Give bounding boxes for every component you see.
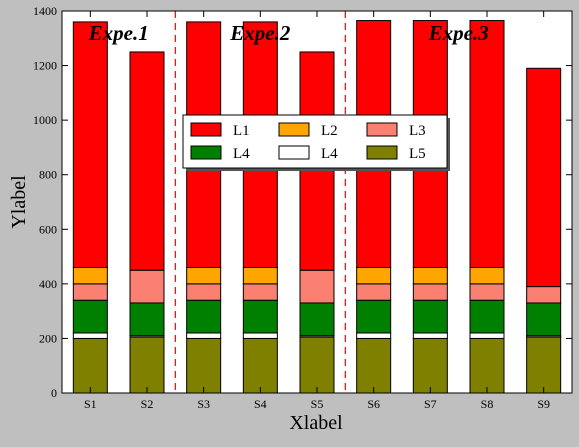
legend-swatch-4	[190, 145, 222, 160]
bar-s6-l4-seg2	[356, 299, 392, 334]
bar-s3-l3-seg3	[186, 283, 222, 301]
y-tick-label-1000: 1000	[33, 113, 57, 127]
bar-s6-l4-seg1	[356, 332, 392, 339]
bar-s4-l3-seg3	[242, 283, 278, 301]
legend-swatch-6	[366, 145, 398, 160]
bar-s7-l3-seg3	[412, 283, 448, 301]
bar-s3-l4-seg2	[186, 299, 222, 334]
bar-s1-l3-seg3	[72, 283, 108, 301]
legend-label-1: L1	[233, 123, 250, 139]
y-tick-label-0: 0	[51, 386, 57, 400]
legend-swatch-2	[278, 122, 310, 137]
bar-s2-l5-seg0	[129, 336, 165, 394]
x-tick-label-s8: S8	[481, 397, 494, 411]
bar-s8-l3-seg3	[469, 283, 505, 301]
bar-s6-l5-seg0	[356, 337, 392, 394]
x-tick-label-s9: S9	[537, 397, 550, 411]
legend-label-3: L3	[409, 123, 426, 139]
x-tick-label-s5: S5	[311, 397, 324, 411]
bar-s2-l3-seg3	[129, 269, 165, 304]
legend: L1 L2 L3 L4 L4 L5	[182, 114, 450, 171]
bar-s7-l4-seg1	[412, 332, 448, 339]
y-tick-label-1400: 1400	[33, 4, 57, 18]
x-tick-label-s3: S3	[197, 397, 210, 411]
y-axis: 0 200 400 600 800 1000 1200 1400	[33, 4, 572, 400]
bar-s8-l5-seg0	[469, 337, 505, 394]
bar-s2-l4-seg2	[129, 302, 165, 337]
separators-layer	[174, 11, 346, 393]
legend-swatch-3	[366, 122, 398, 137]
bar-s9-l3-seg3	[526, 286, 562, 304]
bar-s9-l4-seg2	[526, 302, 562, 337]
bar-s1-l5-seg0	[72, 337, 108, 394]
bar-s3-l5-seg0	[186, 337, 222, 394]
y-tick-label-600: 600	[39, 222, 57, 236]
bar-s3-l2-seg4	[186, 266, 222, 285]
legend-label-6: L5	[409, 146, 426, 162]
y-tick-label-200: 200	[39, 331, 57, 345]
bar-s7-l4-seg2	[412, 299, 448, 334]
bar-s8-l4-seg2	[469, 299, 505, 334]
bar-s4-l4-seg2	[242, 299, 278, 334]
bar-s8-l2-seg4	[469, 266, 505, 285]
group-label-1: Expe.1	[88, 21, 149, 45]
bar-s1-l4-seg1	[72, 332, 108, 339]
bar-s5-l5-seg0	[299, 336, 335, 394]
legend-box	[182, 114, 448, 169]
bar-s4-l4-seg1	[242, 332, 278, 339]
bar-s6-l3-seg3	[356, 283, 392, 301]
x-tick-label-s2: S2	[141, 397, 154, 411]
x-tick-label-s1: S1	[84, 397, 97, 411]
legend-label-5: L4	[321, 146, 338, 162]
bar-s8-l4-seg1	[469, 332, 505, 339]
bar-s1-l4-seg2	[72, 299, 108, 334]
bar-s5-l3-seg3	[299, 269, 335, 304]
x-tick-label-s6: S6	[367, 397, 380, 411]
bar-s9-l1-seg5	[526, 67, 562, 288]
bar-s3-l4-seg1	[186, 332, 222, 339]
legend-label-2: L2	[321, 123, 338, 139]
bar-s9-l5-seg0	[526, 336, 562, 394]
x-axis: S1 S2 S3 S4 S5 S6 S7 S8 S9	[84, 11, 550, 411]
group-labels-layer: Expe.1 Expe.2 Expe.3	[88, 21, 489, 45]
y-axis-label: Ylabel	[8, 175, 30, 229]
y-tick-label-800: 800	[39, 168, 57, 182]
bar-s4-l2-seg4	[242, 266, 278, 285]
legend-swatch-5	[278, 145, 310, 160]
group-label-3: Expe.3	[428, 21, 489, 45]
bar-s2-l1-seg5	[129, 51, 165, 271]
bar-s8-l1-seg5	[469, 20, 505, 268]
group-label-2: Expe.2	[229, 21, 291, 45]
y-tick-label-1200: 1200	[33, 59, 57, 73]
legend-swatch-1	[190, 122, 222, 137]
bar-s1-l1-seg5	[72, 21, 108, 268]
bar-s5-l4-seg2	[299, 302, 335, 337]
bar-s6-l2-seg4	[356, 266, 392, 285]
bars-layer	[72, 20, 562, 394]
bar-s7-l2-seg4	[412, 266, 448, 285]
bar-s1-l2-seg4	[72, 266, 108, 285]
x-axis-label: Xlabel	[289, 412, 343, 434]
x-tick-label-s4: S4	[254, 397, 267, 411]
bar-s7-l5-seg0	[412, 337, 448, 394]
bar-s4-l5-seg0	[242, 337, 278, 394]
y-tick-label-400: 400	[39, 277, 57, 291]
legend-label-4: L4	[233, 146, 250, 162]
x-tick-label-s7: S7	[424, 397, 437, 411]
